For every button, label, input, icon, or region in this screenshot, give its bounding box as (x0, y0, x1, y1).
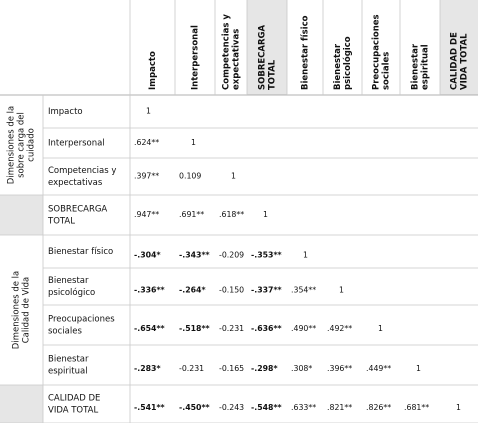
cell-value: .492** (327, 324, 352, 333)
cell-value: .624** (134, 138, 159, 147)
cell-value: .826** (366, 403, 391, 412)
cell-value: .308* (291, 364, 312, 373)
group-label: cuidado (27, 128, 37, 162)
cell-value: 1 (303, 251, 308, 260)
group-shade (0, 195, 43, 235)
cell-value: .354** (291, 286, 316, 295)
group-label: sobre carga del (17, 112, 27, 178)
column-header: SOBRECARGA (258, 24, 268, 90)
group-shade (0, 385, 43, 423)
column-header: Competencias y (222, 14, 232, 90)
row-label: Preocupaciones (48, 315, 115, 325)
cell-value: -.298* (251, 364, 278, 373)
cell-value: -.541** (134, 403, 165, 412)
column-header: Bienestar físico (301, 15, 311, 90)
row-label: espiritual (48, 367, 88, 377)
row-label: Bienestar (48, 276, 89, 286)
cell-value: 1 (231, 172, 236, 181)
cell-value: .490** (291, 324, 316, 333)
column-header: TOTAL (268, 59, 278, 90)
cell-value: -.337** (251, 286, 282, 295)
column-header: Interpersonal (191, 25, 201, 90)
cell-value: -.518** (179, 324, 210, 333)
header-shade (440, 0, 478, 95)
cell-value: -0.231 (179, 364, 204, 373)
column-header: Impacto (148, 51, 158, 90)
cell-value: .691** (179, 210, 204, 219)
cell-value: -0.243 (219, 403, 244, 412)
cell-value: 1 (456, 403, 461, 412)
cell-value: .618** (219, 210, 244, 219)
cell-value: 1 (339, 286, 344, 295)
cell-value: .633** (291, 403, 316, 412)
cell-value: -.304* (134, 251, 161, 260)
row-label: Interpersonal (48, 139, 105, 149)
cell-value: -.654** (134, 324, 165, 333)
row-label: psicológico (48, 287, 95, 298)
row-label: Bienestar (48, 355, 89, 365)
cell-value: 1 (191, 138, 196, 147)
row-label: expectativas (48, 178, 103, 188)
row-label: Competencias y (48, 166, 116, 176)
cell-value: 0.109 (179, 172, 201, 181)
group-label: Calidad de Vida (22, 277, 32, 344)
column-header: Bienestar (411, 43, 421, 90)
cell-value: .449** (366, 364, 391, 373)
cell-value: 1 (263, 210, 268, 219)
column-header: psicológico (342, 36, 353, 90)
row-label: Bienestar físico (48, 247, 113, 257)
cell-value: -.636** (251, 324, 282, 333)
cell-value: -.336** (134, 286, 165, 295)
cell-value: -.353** (251, 251, 282, 260)
group-label: Dimensiones de la (7, 106, 17, 184)
row-label: TOTAL (47, 217, 75, 227)
row-label: VIDA TOTAL (48, 406, 98, 416)
cell-value: .396** (327, 364, 352, 373)
row-label: CALIDAD DE (48, 394, 100, 404)
cell-value: .821** (327, 403, 352, 412)
cell-value: -.548** (251, 403, 282, 412)
group-label: Dimensiones de la (12, 271, 22, 349)
cell-value: -.264* (179, 286, 206, 295)
row-label: SOBRECARGA (48, 205, 107, 215)
column-header: VIDA TOTAL (460, 33, 470, 90)
cell-value: 1 (146, 107, 151, 116)
row-label: sociales (48, 327, 82, 337)
cell-value: -0.165 (219, 364, 244, 373)
cell-value: -0.150 (219, 286, 244, 295)
cell-value: -.343** (179, 251, 210, 260)
column-header: espiritual (421, 44, 431, 90)
column-header: CALIDAD DE (450, 32, 460, 90)
cell-value: -0.209 (219, 251, 244, 260)
header-shade (247, 0, 287, 95)
cell-value: -0.231 (219, 324, 244, 333)
row-label: Impacto (48, 107, 83, 117)
cell-value: -.283* (134, 364, 161, 373)
column-header: sociales (382, 52, 392, 90)
cell-value: .397** (134, 172, 159, 181)
cell-value: .947** (134, 210, 159, 219)
column-header: expectativas (232, 29, 242, 90)
column-header: Bienestar (333, 43, 343, 90)
cell-value: 1 (416, 364, 421, 373)
cell-value: -.450** (179, 403, 210, 412)
cell-value: 1 (378, 324, 383, 333)
column-header: Preocupaciones (372, 14, 382, 90)
cell-value: .681** (404, 403, 429, 412)
